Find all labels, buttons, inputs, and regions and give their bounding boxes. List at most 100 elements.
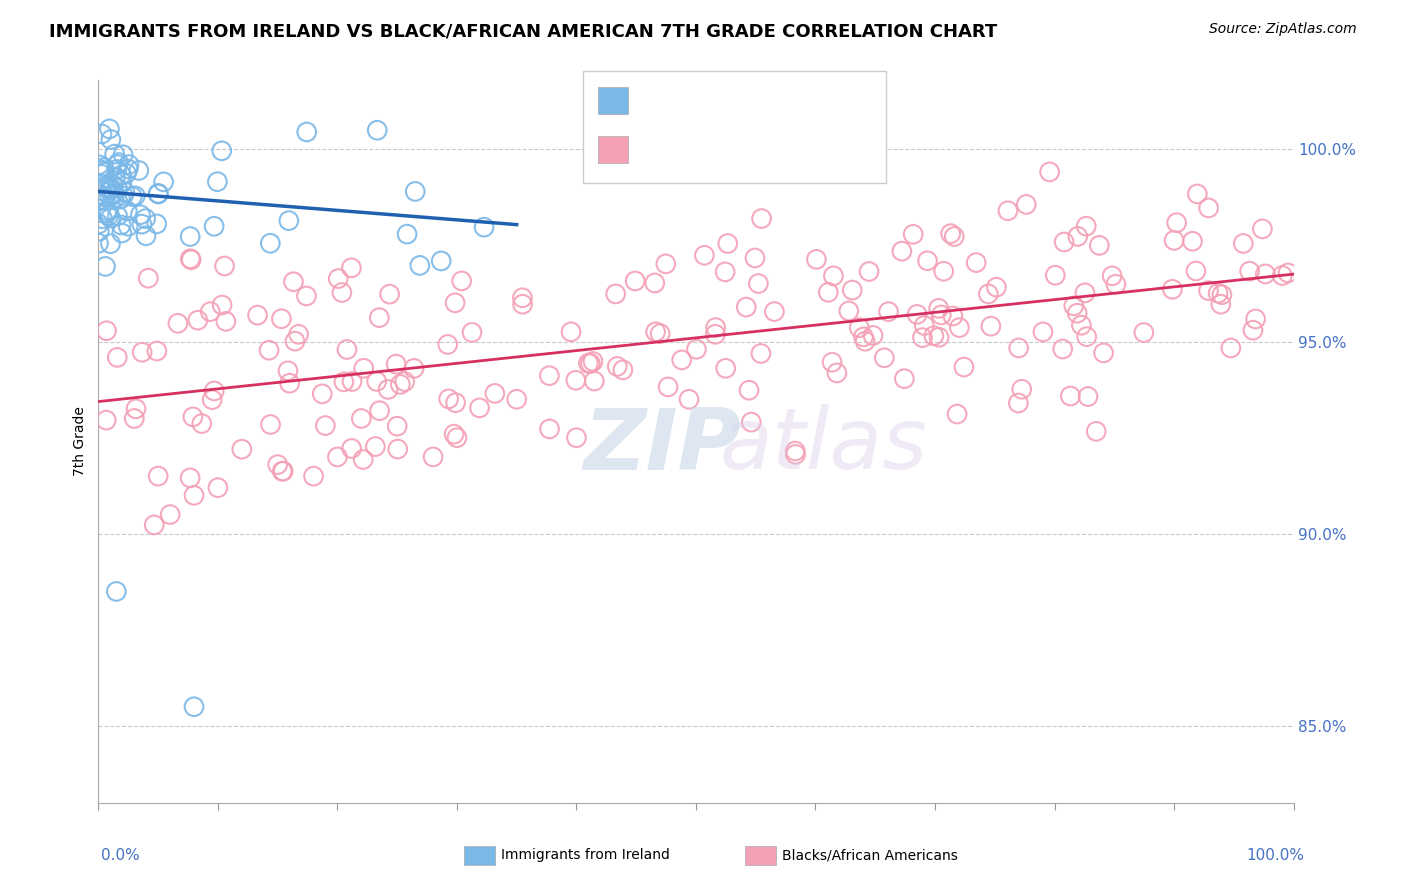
Point [107, 158, 129, 172]
Point [215, 314, 238, 328]
Point [1085, 425, 1108, 439]
Point [678, 392, 700, 407]
Point [538, 368, 561, 383]
Point [117, 219, 139, 234]
Point [644, 276, 666, 290]
Point [105, 351, 128, 365]
Point [107, 181, 129, 195]
Point [1163, 233, 1185, 247]
Point [825, 366, 848, 380]
Point [314, 418, 336, 433]
Point [89, 224, 111, 238]
Point [785, 444, 807, 458]
Point [368, 403, 391, 417]
Point [115, 166, 138, 180]
Point [450, 274, 472, 288]
Point [302, 469, 325, 483]
Text: N =: N = [742, 143, 779, 161]
Point [939, 227, 962, 241]
Point [1076, 219, 1098, 234]
Point [430, 254, 453, 268]
Point [340, 442, 363, 456]
Point [181, 409, 204, 424]
Text: Blacks/African Americans: Blacks/African Americans [782, 848, 957, 863]
Point [117, 204, 139, 219]
Point [90, 167, 112, 181]
Point [848, 320, 870, 334]
Point [287, 327, 309, 342]
Point [1277, 266, 1299, 280]
Point [747, 277, 769, 291]
Point [437, 392, 460, 406]
Point [717, 236, 740, 251]
Point [873, 351, 896, 365]
Point [350, 411, 373, 425]
Point [1070, 318, 1092, 333]
Point [1211, 287, 1233, 301]
Point [183, 488, 205, 502]
Point [986, 280, 1008, 294]
Point [278, 376, 301, 391]
Point [118, 157, 141, 171]
Point [409, 259, 432, 273]
Point [942, 309, 965, 323]
Text: 198: 198 [785, 143, 825, 161]
Point [353, 361, 375, 376]
Point [890, 244, 912, 259]
Point [131, 345, 153, 359]
Point [980, 319, 1002, 334]
Point [207, 481, 229, 495]
Point [267, 458, 290, 472]
Text: IMMIGRANTS FROM IRELAND VS BLACK/AFRICAN AMERICAN 7TH GRADE CORRELATION CHART: IMMIGRANTS FROM IRELAND VS BLACK/AFRICAN… [49, 22, 997, 40]
Point [1101, 268, 1123, 283]
Point [146, 344, 169, 359]
Point [1074, 285, 1097, 300]
Point [671, 352, 693, 367]
Point [735, 300, 758, 314]
Point [912, 318, 935, 333]
Point [852, 330, 875, 344]
Point [738, 383, 761, 397]
Point [271, 464, 294, 478]
Point [148, 186, 170, 201]
Point [148, 469, 170, 483]
Text: R =: R = [640, 94, 676, 112]
Point [911, 331, 934, 345]
Point [385, 419, 409, 434]
Point [87, 158, 110, 172]
Point [257, 343, 280, 358]
Point [1133, 326, 1156, 340]
Point [100, 211, 122, 225]
Text: Source: ZipAtlas.com: Source: ZipAtlas.com [1209, 22, 1357, 37]
Point [929, 308, 952, 322]
Point [714, 265, 737, 279]
Point [877, 304, 900, 318]
Text: Immigrants from Ireland: Immigrants from Ireland [501, 848, 669, 863]
Text: ZIP: ZIP [583, 404, 741, 488]
Point [129, 208, 152, 222]
Point [1015, 197, 1038, 211]
Point [211, 298, 233, 312]
Point [131, 217, 153, 231]
Point [1181, 234, 1204, 248]
Point [977, 287, 1000, 301]
Point [330, 285, 353, 300]
Point [87, 217, 110, 231]
Point [105, 584, 128, 599]
Point [1045, 268, 1067, 283]
Point [214, 259, 236, 273]
Point [145, 217, 167, 231]
Point [605, 287, 627, 301]
Point [1198, 284, 1220, 298]
Text: N =: N = [742, 94, 779, 112]
Point [295, 125, 318, 139]
Point [104, 186, 127, 201]
Point [90, 164, 112, 178]
Point [685, 343, 707, 357]
Point [89, 162, 111, 177]
Point [444, 295, 467, 310]
Point [104, 170, 127, 185]
Point [446, 431, 468, 445]
Point [98, 183, 121, 197]
Point [97, 209, 120, 223]
